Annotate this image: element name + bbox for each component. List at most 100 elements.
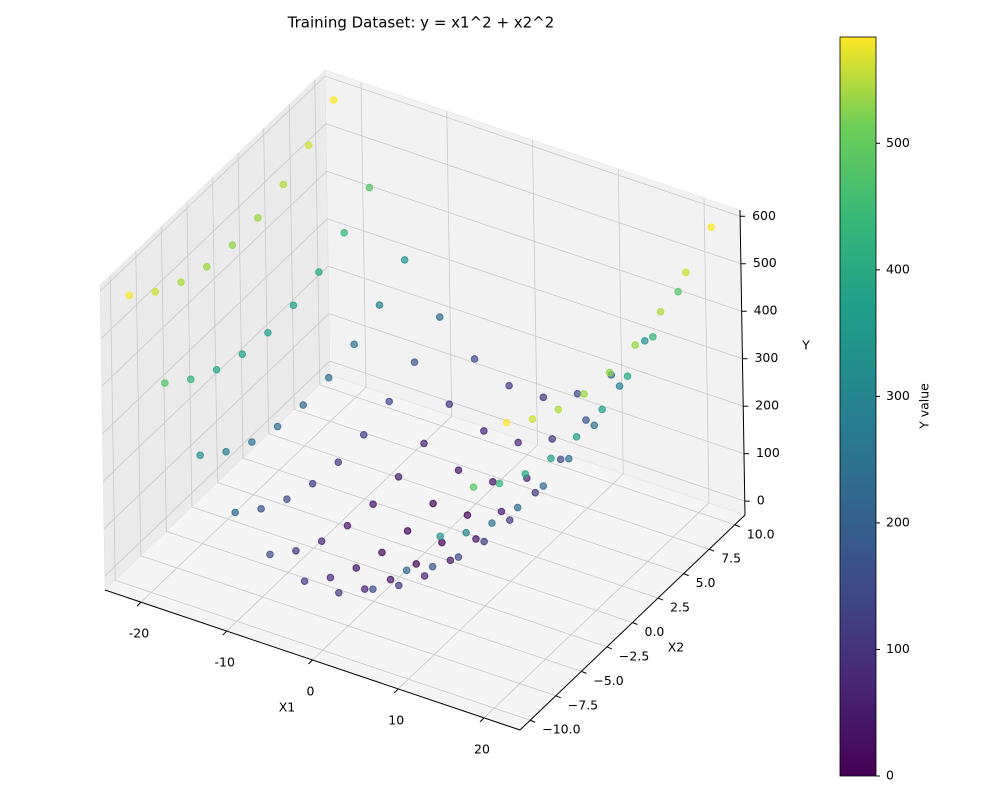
data-point	[582, 416, 590, 424]
data-point	[386, 575, 395, 584]
grid-line	[212, 177, 218, 483]
data-point	[289, 301, 298, 310]
data-point	[186, 375, 195, 384]
tick-mark	[581, 670, 587, 674]
data-point	[410, 358, 419, 367]
data-point	[212, 365, 221, 374]
grid-line	[166, 530, 582, 672]
data-point	[580, 390, 588, 398]
data-point	[480, 427, 488, 435]
axes-panes	[99, 69, 750, 731]
z-axis-line	[739, 209, 746, 516]
grid-line	[263, 128, 270, 434]
data-point	[299, 401, 308, 409]
tick-mark	[657, 597, 664, 601]
data-point	[359, 431, 368, 439]
data-point	[521, 470, 530, 478]
tick-mark	[606, 646, 613, 650]
data-point	[572, 433, 581, 441]
data-point	[420, 572, 429, 580]
data-point	[446, 556, 455, 565]
data-point	[573, 389, 582, 398]
z-tick-label: 200	[755, 398, 779, 413]
grid-line	[446, 111, 453, 417]
data-point	[547, 454, 555, 463]
y-axis-label: X2	[668, 640, 685, 655]
data-point	[257, 505, 265, 513]
data-point	[472, 535, 480, 543]
grid-line	[101, 170, 327, 387]
data-point	[350, 340, 358, 349]
x-tick-label: -20	[129, 626, 149, 641]
data-point	[505, 381, 513, 390]
data-point	[228, 241, 237, 250]
grid-line	[268, 433, 684, 575]
x-tick-label: 10	[388, 712, 404, 727]
data-point	[343, 521, 352, 530]
grid-line	[237, 153, 244, 459]
data-point	[365, 183, 374, 192]
data-point	[161, 379, 169, 387]
grid-line	[288, 104, 295, 410]
data-point	[469, 483, 478, 491]
colorbar-tick-label: 100	[886, 641, 910, 656]
y-tick-label: −10.0	[542, 722, 580, 737]
data-point	[556, 455, 565, 464]
data-point	[462, 528, 470, 537]
data-point	[539, 393, 548, 402]
data-point	[352, 564, 361, 572]
x-tick-label: 0	[307, 684, 315, 699]
data-point	[238, 350, 247, 359]
data-point	[308, 479, 317, 488]
data-point	[445, 400, 454, 408]
grid-line	[329, 360, 745, 502]
data-point	[412, 560, 421, 568]
grid-line	[324, 75, 741, 217]
tick-mark	[308, 659, 313, 665]
data-point	[402, 566, 411, 575]
data-point	[283, 495, 291, 504]
colorbar-tick-label: 300	[886, 388, 910, 403]
x-tick-label: 20	[474, 741, 490, 756]
y-tick-label: 10.0	[747, 526, 775, 541]
data-point	[497, 507, 506, 516]
data-point	[649, 333, 657, 341]
data-point	[429, 499, 437, 508]
y-tick-label: 2.5	[670, 600, 690, 615]
data-point	[317, 537, 326, 545]
data-point	[488, 519, 496, 527]
data-point	[631, 341, 639, 349]
data-point	[394, 581, 403, 590]
data-point	[554, 405, 563, 414]
grid-line	[103, 313, 330, 529]
data-point	[420, 439, 428, 448]
data-point	[454, 553, 463, 561]
data-point	[400, 256, 409, 264]
data-point	[273, 422, 282, 431]
grid-line	[314, 79, 321, 385]
z-tick-label: 500	[753, 255, 777, 270]
y-tick-label: 5.0	[696, 575, 716, 590]
data-point	[548, 435, 557, 443]
y-axis-line	[519, 514, 746, 731]
data-point	[177, 278, 185, 286]
y-tick-label: −5.0	[593, 673, 623, 688]
data-point	[151, 287, 160, 296]
grid-line	[325, 123, 742, 265]
data-point	[438, 538, 446, 547]
data-point	[489, 477, 497, 486]
colorbar	[839, 36, 877, 777]
data-point	[385, 397, 393, 406]
y-tick-label: 7.5	[721, 551, 741, 566]
data-point	[304, 141, 313, 150]
x-axis-line	[104, 589, 521, 731]
data-point	[266, 550, 274, 559]
grid-line	[186, 201, 193, 507]
grid-line	[328, 313, 745, 455]
data-point	[279, 180, 288, 189]
data-point	[454, 466, 463, 475]
tick-mark	[136, 601, 142, 607]
tick-mark	[530, 719, 536, 723]
